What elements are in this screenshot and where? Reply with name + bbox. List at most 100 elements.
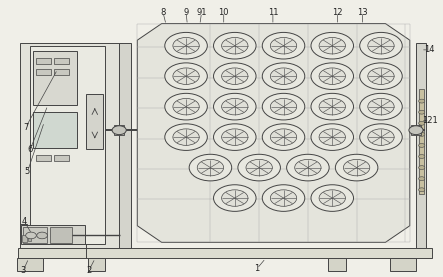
Text: 8: 8 (160, 8, 166, 17)
Bar (20, 224, 27, 237)
Circle shape (409, 126, 423, 135)
Circle shape (26, 232, 36, 239)
Circle shape (419, 166, 425, 170)
Circle shape (214, 185, 256, 211)
Circle shape (246, 159, 272, 176)
Circle shape (270, 190, 297, 206)
Text: 14: 14 (424, 45, 435, 54)
Circle shape (335, 154, 378, 181)
Circle shape (173, 68, 199, 84)
Text: 6: 6 (27, 145, 33, 154)
Circle shape (173, 37, 199, 54)
Circle shape (214, 32, 256, 59)
Circle shape (173, 98, 199, 115)
Bar (20, 43, 122, 248)
Circle shape (262, 93, 305, 120)
Circle shape (419, 132, 425, 136)
Text: 11: 11 (268, 8, 278, 17)
Circle shape (419, 188, 425, 192)
Circle shape (319, 98, 346, 115)
Bar (33, 51, 77, 105)
Circle shape (262, 32, 305, 59)
Circle shape (419, 99, 425, 103)
Circle shape (173, 129, 199, 145)
Bar (54, 58, 69, 64)
Circle shape (165, 63, 207, 89)
Circle shape (360, 32, 402, 59)
Text: 10: 10 (218, 8, 229, 17)
Circle shape (360, 93, 402, 120)
Bar (36, 69, 51, 75)
Circle shape (214, 124, 256, 150)
Bar (419, 89, 424, 194)
Bar (28, 235, 31, 241)
Text: 12: 12 (332, 8, 343, 17)
Circle shape (189, 154, 232, 181)
Circle shape (222, 190, 248, 206)
Circle shape (419, 177, 425, 181)
Circle shape (360, 124, 402, 150)
Bar (86, 94, 103, 149)
Text: 1: 1 (254, 264, 260, 273)
Circle shape (165, 124, 207, 150)
Text: 7: 7 (23, 123, 28, 132)
Circle shape (419, 110, 425, 114)
Text: 5: 5 (25, 167, 30, 176)
Circle shape (360, 63, 402, 89)
Bar (119, 43, 131, 248)
Circle shape (287, 154, 329, 181)
Polygon shape (137, 24, 410, 242)
Circle shape (295, 159, 321, 176)
Bar (50, 227, 72, 243)
Text: 13: 13 (357, 8, 368, 17)
Circle shape (419, 143, 425, 147)
Bar (18, 248, 432, 258)
Bar (114, 125, 124, 135)
Circle shape (262, 63, 305, 89)
Circle shape (368, 98, 394, 115)
Bar (21, 225, 85, 244)
Bar (54, 69, 69, 75)
Circle shape (368, 129, 394, 145)
Circle shape (214, 63, 256, 89)
Circle shape (197, 159, 224, 176)
Circle shape (270, 68, 297, 84)
Circle shape (311, 185, 354, 211)
Circle shape (311, 32, 354, 59)
Circle shape (419, 155, 425, 158)
Circle shape (311, 93, 354, 120)
Bar (22, 235, 27, 242)
Circle shape (238, 154, 280, 181)
Circle shape (311, 124, 354, 150)
Circle shape (319, 37, 346, 54)
Circle shape (270, 37, 297, 54)
Text: 9: 9 (183, 8, 189, 17)
Text: 2: 2 (86, 266, 91, 275)
Bar (23, 227, 47, 243)
Circle shape (319, 129, 346, 145)
Circle shape (222, 129, 248, 145)
Circle shape (262, 124, 305, 150)
Bar (33, 112, 77, 148)
Bar (416, 43, 426, 248)
Bar (36, 58, 51, 64)
Circle shape (419, 121, 425, 125)
Text: 121: 121 (422, 116, 438, 125)
Circle shape (222, 98, 248, 115)
Circle shape (214, 93, 256, 120)
Circle shape (262, 185, 305, 211)
Bar (17, 258, 43, 271)
Circle shape (368, 37, 394, 54)
Bar (36, 155, 51, 161)
Circle shape (222, 68, 248, 84)
Circle shape (319, 68, 346, 84)
Text: 3: 3 (20, 266, 26, 275)
Circle shape (37, 232, 47, 239)
Circle shape (222, 37, 248, 54)
Circle shape (270, 98, 297, 115)
Circle shape (319, 190, 346, 206)
Circle shape (311, 63, 354, 89)
Bar (30, 46, 105, 244)
Bar (54, 155, 69, 161)
Circle shape (270, 129, 297, 145)
